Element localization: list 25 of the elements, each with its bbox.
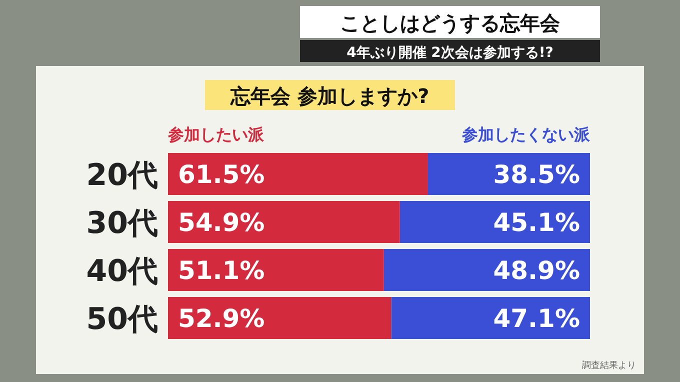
bar [168, 297, 392, 339]
data-label: 52.9% [178, 304, 265, 333]
bar [168, 153, 428, 195]
bar [384, 249, 590, 291]
y-tick-label: 30代 [86, 206, 158, 241]
data-label: 45.1% [493, 208, 580, 237]
bar [391, 297, 590, 339]
data-label: 51.1% [178, 256, 265, 285]
bar [168, 201, 400, 243]
chart-title: 忘年会 参加しますか? [230, 84, 430, 108]
series-label: 参加したい派 [167, 125, 265, 144]
data-label: 61.5% [178, 160, 265, 189]
text: 4年ぶり開催 2次会は参加する!? [346, 44, 554, 61]
text: ことしはどうする忘年会 [340, 11, 561, 35]
bar [168, 249, 384, 291]
data-label: 38.5% [493, 160, 580, 189]
series-label: 参加したくない派 [461, 125, 591, 144]
bar [400, 201, 590, 243]
text: 調査結果より [582, 360, 636, 371]
y-tick-label: 20代 [86, 158, 158, 193]
data-label: 48.9% [493, 256, 580, 285]
y-tick-label: 50代 [86, 302, 158, 337]
data-label: 47.1% [493, 304, 580, 333]
y-tick-label: 40代 [86, 254, 158, 289]
data-label: 54.9% [178, 208, 265, 237]
